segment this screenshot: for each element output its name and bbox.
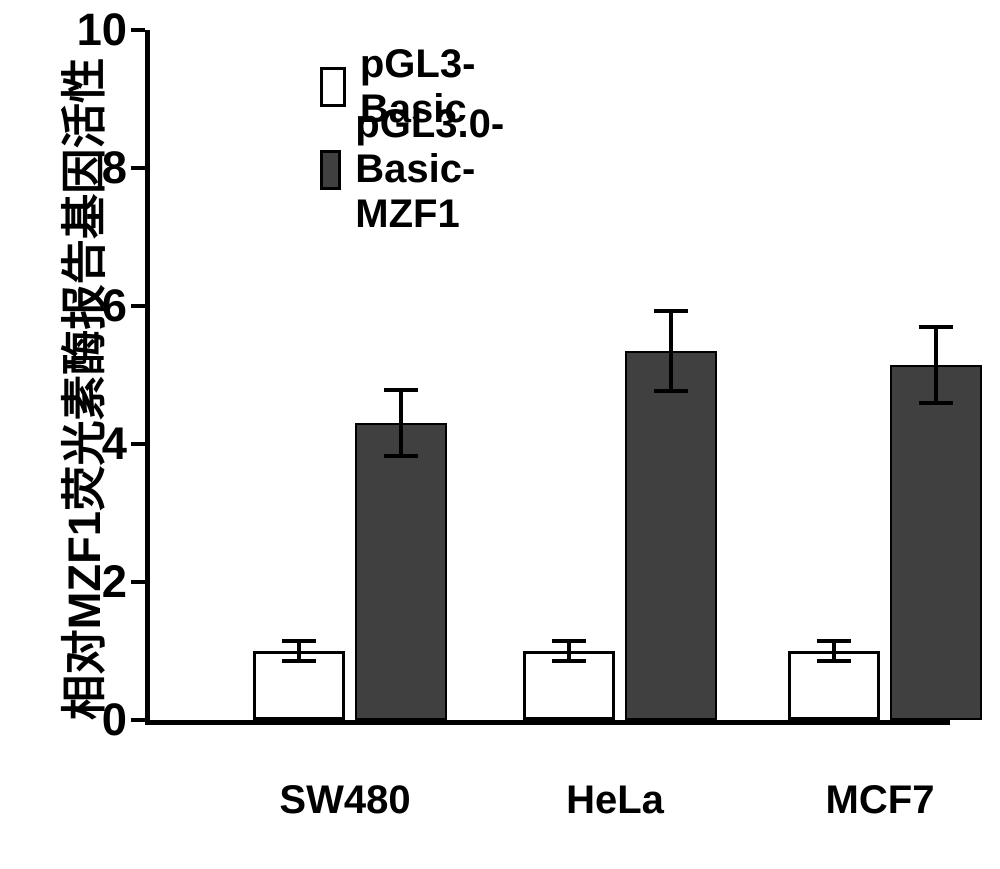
errorbar-cap-bottom [654,389,688,393]
errorbar-cap-bottom [552,659,586,663]
errorbar-cap-top [654,309,688,313]
errorbar-cap-top [817,639,851,643]
y-tick-mark [131,166,145,170]
y-tick-mark [131,304,145,308]
errorbar-stem [669,311,673,391]
errorbar-stem [934,327,938,403]
y-tick-label: 6 [102,280,127,332]
plot-area: pGL3-Basic pGL3.0-Basic-MZF1 [145,30,950,725]
legend-swatch-pgl3-basic [320,67,346,107]
errorbar-stem [832,641,836,662]
y-tick-mark [131,28,145,32]
y-tick-mark [131,580,145,584]
errorbar-cap-bottom [282,659,316,663]
y-tick-label: 2 [102,556,127,608]
errorbar-cap-bottom [919,401,953,405]
bar-mzf1 [625,351,717,720]
errorbar-stem [399,390,403,456]
y-tick-label: 10 [77,4,127,56]
errorbar-cap-bottom [384,454,418,458]
legend-item-pgl3-mzf1: pGL3.0-Basic-MZF1 [320,102,523,237]
y-tick-label: 4 [102,418,127,470]
y-tick-mark [131,442,145,446]
figure: 相对MZF1荧光素酶报告基因活性 pGL3-Basic pGL3.0-Basic… [0,0,1000,869]
x-tick-label: SW480 [279,778,410,823]
legend-label-pgl3-mzf1: pGL3.0-Basic-MZF1 [355,102,523,237]
errorbar-cap-top [384,388,418,392]
x-tick-label: HeLa [566,778,664,823]
errorbar-cap-top [282,639,316,643]
x-tick-label: MCF7 [826,778,935,823]
y-tick-mark [131,718,145,722]
legend-swatch-pgl3-mzf1 [320,150,341,190]
y-tick-label: 0 [102,694,127,746]
errorbar-stem [297,641,301,662]
errorbar-cap-top [552,639,586,643]
bar-mzf1 [890,365,982,720]
errorbar-stem [567,641,571,662]
errorbar-cap-top [919,325,953,329]
errorbar-cap-bottom [817,659,851,663]
bar-mzf1 [355,423,447,720]
y-tick-label: 8 [102,142,127,194]
